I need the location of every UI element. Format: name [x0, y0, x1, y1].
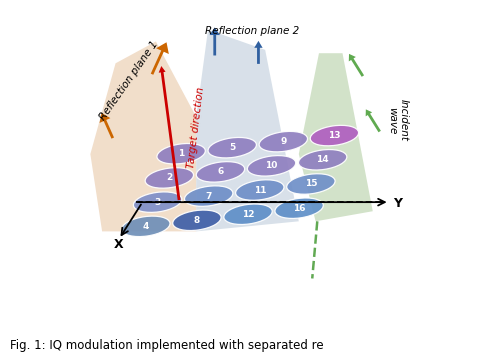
Text: 15: 15	[305, 179, 317, 188]
Ellipse shape	[157, 143, 205, 164]
Text: X: X	[114, 237, 123, 251]
Ellipse shape	[185, 186, 233, 206]
Text: 6: 6	[218, 167, 223, 176]
Text: Reflection plane 1: Reflection plane 1	[98, 39, 160, 122]
Text: 1: 1	[178, 149, 184, 158]
Ellipse shape	[196, 162, 245, 182]
Text: Target direction: Target direction	[186, 86, 206, 168]
Ellipse shape	[310, 125, 359, 146]
Text: 12: 12	[242, 210, 254, 219]
Text: 9: 9	[280, 137, 287, 146]
Ellipse shape	[122, 216, 170, 237]
Text: 16: 16	[293, 204, 305, 213]
Ellipse shape	[173, 210, 221, 231]
Text: 8: 8	[194, 216, 200, 225]
Ellipse shape	[224, 204, 272, 225]
Text: Fig. 1: IQ modulation implemented with separated re: Fig. 1: IQ modulation implemented with s…	[10, 339, 323, 352]
Polygon shape	[299, 53, 373, 221]
Ellipse shape	[236, 180, 284, 200]
Ellipse shape	[133, 192, 182, 213]
Text: 10: 10	[266, 161, 278, 170]
Ellipse shape	[259, 131, 308, 152]
Text: 7: 7	[205, 192, 212, 200]
Text: 14: 14	[317, 155, 329, 164]
Ellipse shape	[145, 168, 194, 188]
Ellipse shape	[275, 198, 323, 219]
Ellipse shape	[208, 137, 256, 158]
Text: Y: Y	[393, 197, 402, 210]
Ellipse shape	[287, 174, 335, 194]
Polygon shape	[196, 30, 299, 231]
Text: 2: 2	[166, 173, 172, 182]
Text: Reflection plane 2: Reflection plane 2	[205, 26, 299, 36]
Text: 11: 11	[253, 185, 266, 194]
Polygon shape	[90, 41, 196, 231]
Text: 5: 5	[229, 143, 235, 152]
Text: 3: 3	[154, 198, 161, 206]
Text: 13: 13	[328, 131, 341, 140]
Ellipse shape	[247, 156, 296, 176]
Text: 4: 4	[143, 222, 149, 231]
Ellipse shape	[298, 150, 347, 170]
Text: Incident
wave: Incident wave	[387, 99, 409, 141]
